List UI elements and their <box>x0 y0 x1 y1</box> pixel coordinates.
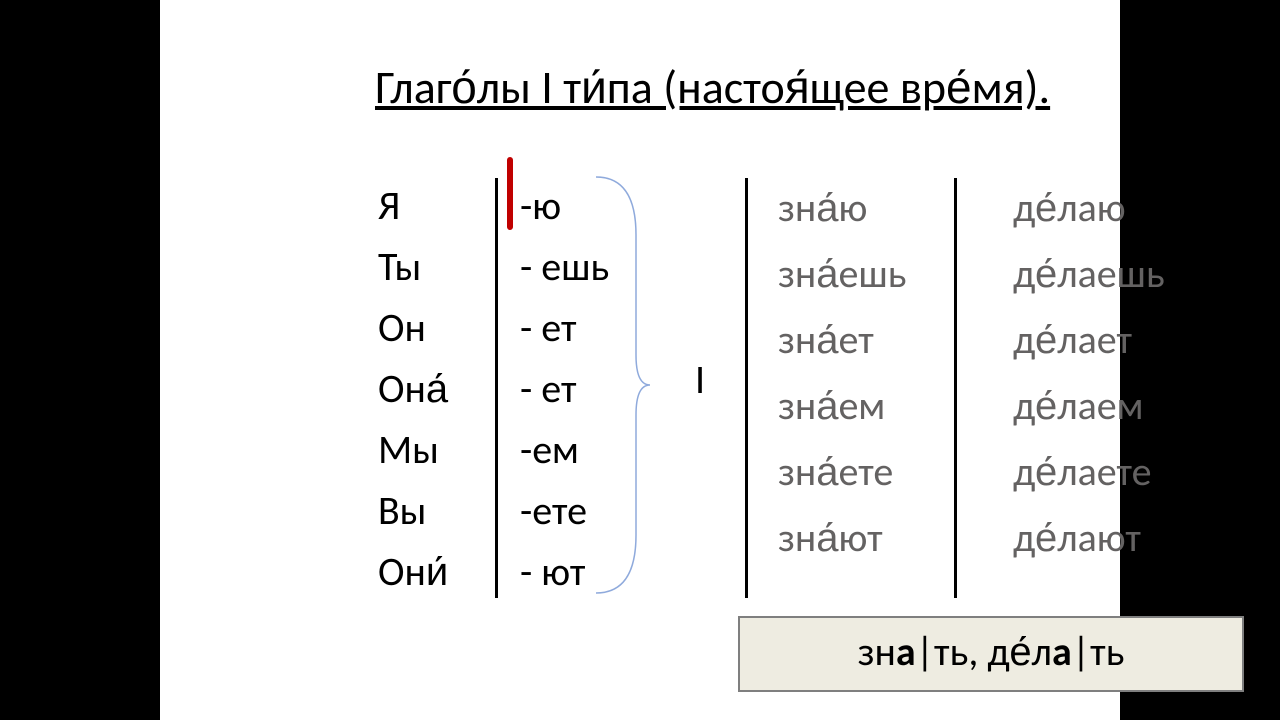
conjugation-cell: де́лает <box>1013 307 1165 373</box>
brace-label: I <box>695 355 705 404</box>
divider-line-2 <box>745 178 748 598</box>
conjugation-cell: де́лают <box>1013 505 1165 571</box>
pronoun-cell: Я <box>378 175 448 236</box>
slide-title: Глаго́лы I ти́па (настоя́щее вре́мя). <box>375 60 1050 116</box>
inf-part-bold: а <box>896 627 916 676</box>
slide: Глаго́лы I ти́па (настоя́щее вре́мя). Я … <box>160 0 1120 720</box>
conjugation-cell: зна́ете <box>778 439 906 505</box>
inf-part: |ть, де́л <box>916 627 1052 676</box>
conjugation-cell: де́лаю <box>1013 175 1165 241</box>
pronouns-column: Я Ты Он Она́ Мы Вы Они́ <box>378 175 448 602</box>
inf-part: зн <box>858 627 896 676</box>
conjugation-cell: зна́ем <box>778 373 906 439</box>
pronoun-cell: Мы <box>378 419 448 480</box>
conjugation-cell: зна́ют <box>778 505 906 571</box>
conjugation-cell: зна́ет <box>778 307 906 373</box>
pronoun-cell: Она́ <box>378 358 448 419</box>
inf-part-bold: а <box>1052 627 1072 676</box>
example-column-2: де́лаю де́лаешь де́лает де́лаем де́лаете… <box>1013 175 1165 571</box>
pronoun-cell: Ты <box>378 236 448 297</box>
example-column-1: зна́ю зна́ешь зна́ет зна́ем зна́ете зна́… <box>778 175 906 571</box>
conjugation-cell: зна́ю <box>778 175 906 241</box>
conjugation-cell: де́лаешь <box>1013 241 1165 307</box>
infinitive-box: зна|ть, де́ла|ть <box>738 616 1244 692</box>
red-accent-mark <box>507 157 513 230</box>
conjugation-cell: зна́ешь <box>778 241 906 307</box>
conjugation-cell: де́лаете <box>1013 439 1165 505</box>
pronoun-cell: Они́ <box>378 541 448 602</box>
divider-line-1 <box>495 178 498 598</box>
divider-line-3 <box>954 178 957 598</box>
pronoun-cell: Он <box>378 297 448 358</box>
conjugation-cell: де́лаем <box>1013 373 1165 439</box>
pronoun-cell: Вы <box>378 480 448 541</box>
curly-brace-icon <box>592 175 652 595</box>
inf-part: |ть <box>1072 627 1125 676</box>
